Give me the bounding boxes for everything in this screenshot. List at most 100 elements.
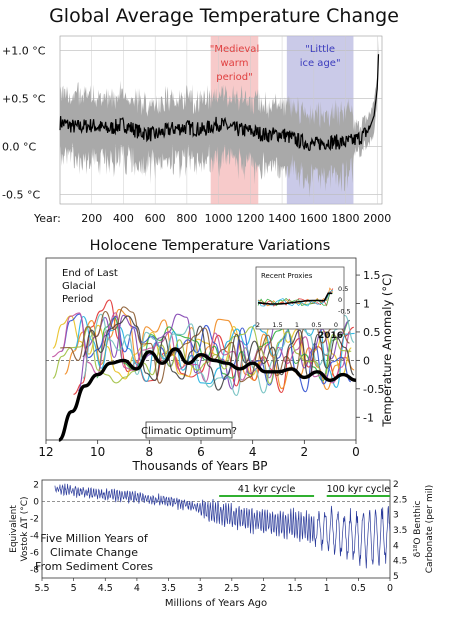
chart2-xtick-6: 0 (352, 445, 360, 459)
chart2-ytick-1: 1 (363, 298, 370, 311)
chart3-xtick-5: 3 (197, 583, 203, 594)
chart1-annotation-0-0: "Medieval (210, 44, 259, 55)
chart2-ytick-4: -0.5 (363, 383, 384, 396)
chart2-inset-average (257, 292, 333, 305)
chart3-ytick-right-4: 4 (393, 541, 399, 551)
chart2-xlabel: Thousands of Years BP (131, 459, 267, 473)
chart1-xtick-7: 1600 (300, 212, 328, 225)
chart3-xtick-6: 2.5 (224, 583, 239, 594)
chart3-xlabel: Millions of Years Ago (165, 598, 267, 609)
chart2-xtick-1: 10 (90, 445, 105, 459)
chart3-ytick-right-3: 3.5 (393, 526, 407, 536)
chart3-ytick-left-3: -4 (30, 531, 39, 541)
chart2-inset-ytick-1: 0 (338, 296, 342, 304)
chart2-xtick-4: 4 (249, 445, 257, 459)
chart2-annotation-end-glacial-1: End of Last (62, 268, 118, 279)
chart2-climatic-optimum-label: Climatic Optimum? (141, 426, 237, 437)
chart2-inset: Recent Proxies 2 1.5 1 0.5 00.50-0.5 2016 (255, 266, 351, 341)
chart1-ytick-1: +0.5 °C (2, 92, 46, 105)
chart2-average-line (58, 347, 357, 442)
chart2-inset-xtick-0: 2 (256, 321, 260, 329)
chart3-xtick-3: 4 (134, 583, 140, 594)
chart1-xtick-8: 1800 (332, 212, 360, 225)
chart3-ytick-left-1: 0 (33, 497, 39, 507)
chart2-inset-xtick-2: 1 (295, 321, 299, 329)
chart2-proxy-line-4 (73, 315, 355, 388)
chart2-xtick-2: 8 (146, 445, 154, 459)
chart1-ytick-0: +1.0 °C (2, 44, 46, 57)
chart3-ytick-left-0: 2 (33, 480, 39, 490)
chart2-inset-xtick-4: 0 (334, 321, 338, 329)
chart2-ytick-2: 0.5 (363, 326, 381, 339)
chart3-ytick-right-5: 4.5 (393, 557, 407, 567)
chart1-xtick-4: 1000 (205, 212, 233, 225)
chart3-xtick-10: 0.5 (351, 583, 366, 594)
chart3-ytick-right-1: 2.5 (393, 495, 407, 505)
chart3-xtick-8: 1.5 (288, 583, 303, 594)
chart1-annotation-1-0: "Little (305, 44, 335, 55)
chart2-annotation-end-glacial-3: Period (62, 294, 93, 305)
chart3-xtick-7: 2 (260, 583, 266, 594)
chart2-xtick-5: 2 (301, 445, 309, 459)
chart2-inset-xtick-1: 1.5 (272, 321, 282, 329)
chart3-title-line-2: Climate Change (50, 546, 138, 559)
chart2-climatic-optimum-box (145, 421, 233, 439)
chart3-ylabel-right-1: δ¹⁸O Benthic (413, 501, 423, 558)
chart3-xtick-9: 1 (324, 583, 330, 594)
chart1-xtick-6: 1400 (268, 212, 296, 225)
chart1-mean-line (59, 54, 380, 152)
chart1-xtick-0: 200 (81, 212, 102, 225)
chart2-ytick-0: 1.5 (363, 269, 381, 282)
chart1-xlabel-prefix: Year: (33, 212, 61, 225)
chart2-inset-box (255, 266, 345, 330)
chart1-ytick-2: 0.0 °C (2, 140, 36, 153)
chart1-plot: "Medieval warm period" "Little ice age" (59, 35, 383, 205)
chart3-ytick-left-4: -6 (30, 548, 39, 558)
chart1-title: Global Average Temperature Change (49, 5, 399, 27)
chart2-xtick-0: 12 (38, 445, 53, 459)
chart2-title: Holocene Temperature Variations (90, 238, 331, 254)
chart1-xtick-1: 400 (113, 212, 134, 225)
chart3-plot: 41 kyr cycle 100 kyr cycle (41, 479, 391, 579)
chart1-xtick-2: 600 (145, 212, 166, 225)
chart3-ytick-left-5: -8 (30, 565, 39, 575)
chart3-ylabel-left-2: Vostok ΔT (°C) (20, 496, 30, 561)
chart1-xtick-9: 2000 (363, 212, 391, 225)
chart3-benthic-line (54, 483, 391, 569)
chart2-proxy-line-3 (96, 317, 351, 382)
chart1-annotation-1-1: ice age" (300, 58, 341, 69)
chart3-ylabel-right-2: Carbonate (per mil) (425, 485, 435, 573)
chart3-xtick-0: 5.5 (34, 583, 49, 594)
chart3-ytick-right-6: 5 (393, 572, 399, 582)
chart1-annotation-0-1: warm (220, 58, 248, 69)
chart3-ytick-right-0: 2 (393, 480, 399, 490)
chart3-cycle-label-0: 41 kyr cycle (238, 484, 296, 495)
chart2-inset-title: Recent Proxies (261, 272, 313, 280)
chart1-ytick-3: -0.5 °C (2, 188, 40, 201)
chart2-ytick-5: -1 (363, 411, 374, 424)
chart3-xtick-2: 4.5 (98, 583, 113, 594)
chart2-inset-xtick-3: 0.5 (311, 321, 321, 329)
chart3-xtick-4: 3.5 (161, 583, 176, 594)
chart2-xtick-3: 6 (197, 445, 205, 459)
chart2-inset-ytick-2: -0.5 (338, 307, 351, 315)
chart2-ylabel: Temperature Anomaly (°C) (380, 273, 394, 427)
chart1-xtick-3: 800 (176, 212, 197, 225)
chart3-cycle-label-1: 100 kyr cycle (327, 484, 391, 495)
chart2-proxy-line-5 (60, 313, 352, 393)
chart2-inset-ytick-0: 0.5 (338, 285, 348, 293)
chart2-proxy-line-10 (60, 306, 350, 384)
chart3-xtick-11: 0 (387, 583, 393, 594)
chart3-ylabel-left-1: Equivalent (9, 505, 19, 553)
chart3-title-line-3: From Sediment Cores (35, 560, 153, 573)
chart2-inset-year-label: 2016 (318, 331, 343, 341)
chart2-proxy-line-8 (82, 313, 355, 396)
chart2-annotation-end-glacial-2: Glacial (62, 281, 96, 292)
chart1-uncertainty-band (60, 39, 379, 198)
chart1-xtick-5: 1200 (236, 212, 264, 225)
chart2-ytick-3: 0 (363, 354, 370, 367)
chart3-ytick-left-2: -2 (30, 514, 39, 524)
chart3-xtick-1: 5 (71, 583, 77, 594)
chart1-annotation-0-2: period" (216, 72, 252, 83)
